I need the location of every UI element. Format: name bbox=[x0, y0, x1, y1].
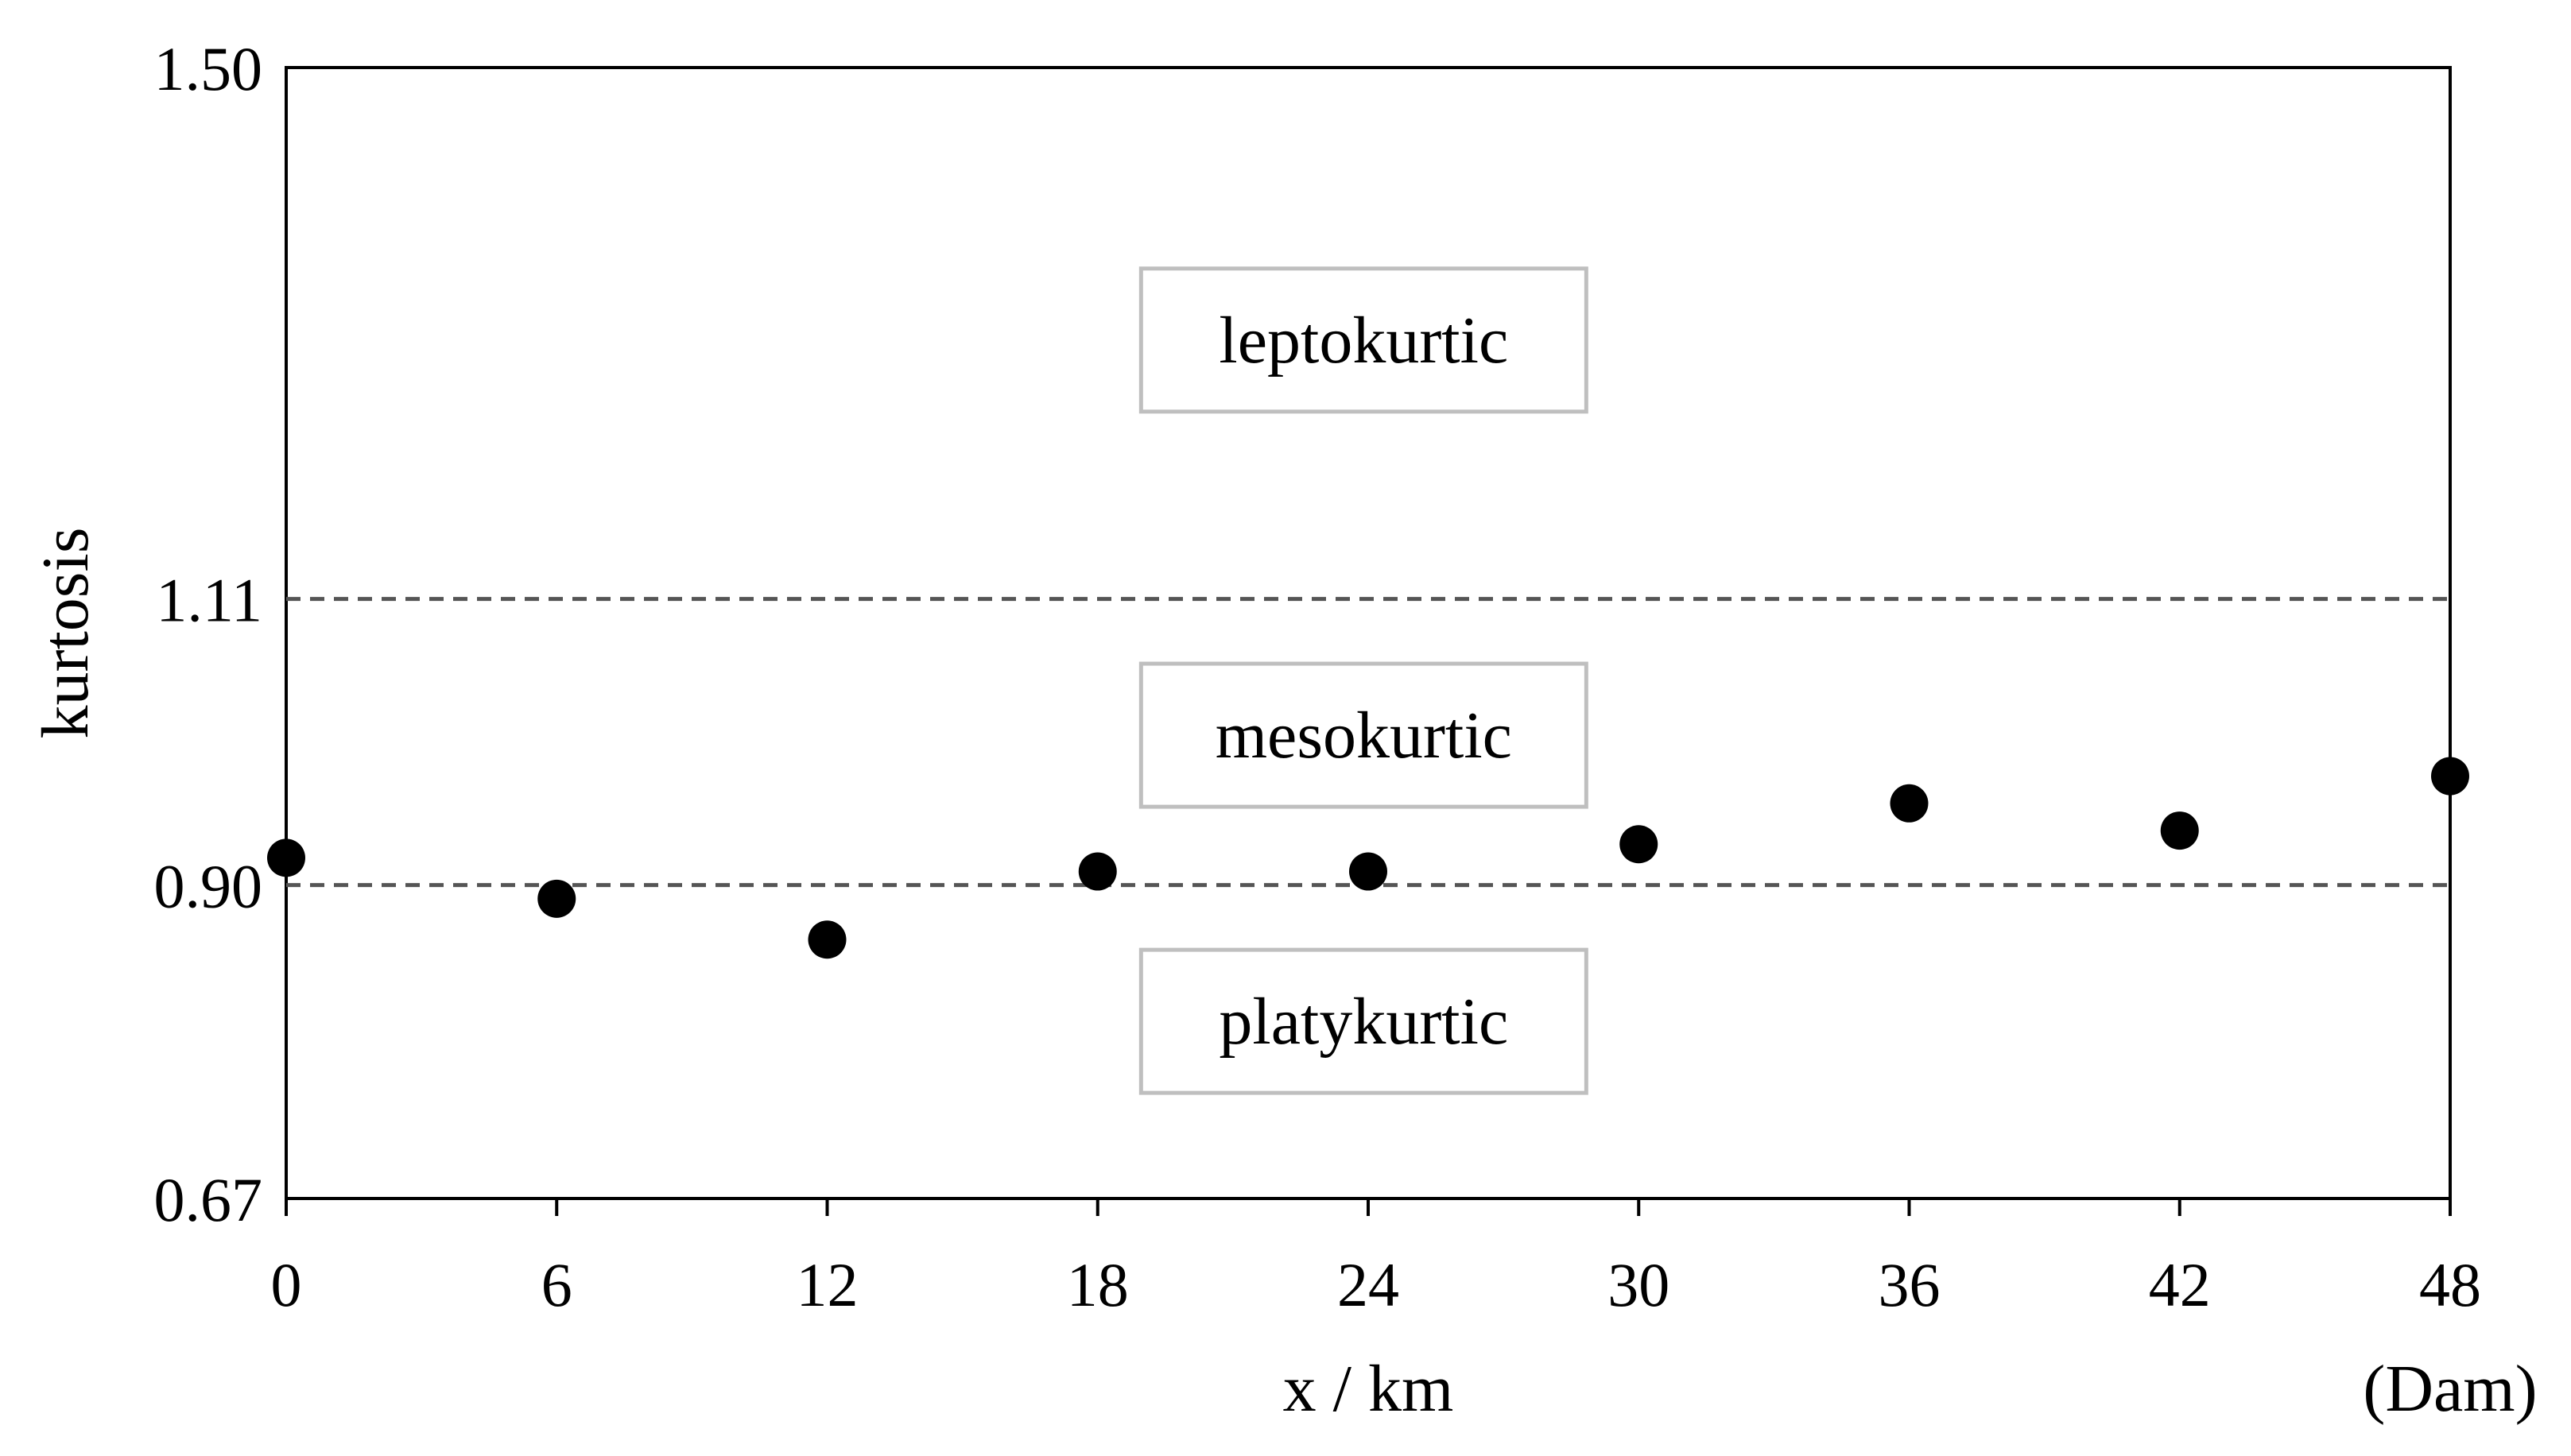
y-tick-label: 0.90 bbox=[154, 852, 263, 921]
x-axis-ticks: 0 6 12 18 24 30 36 42 48 bbox=[271, 1198, 2481, 1319]
y-tick-label: 0.67 bbox=[154, 1165, 263, 1234]
y-tick-label: 1.11 bbox=[156, 566, 262, 635]
region-box-border bbox=[1138, 947, 1588, 1095]
data-point bbox=[1078, 852, 1117, 891]
y-axis-title: kurtosis bbox=[29, 527, 103, 738]
x-tick-label: 48 bbox=[2419, 1250, 2481, 1319]
region-label: leptokurtic bbox=[1219, 304, 1508, 378]
region-label: platykurtic bbox=[1219, 985, 1508, 1059]
region-box-border bbox=[1138, 661, 1588, 809]
data-point bbox=[1619, 825, 1658, 864]
data-point bbox=[2160, 811, 2199, 850]
y-tick-label: 1.50 bbox=[154, 34, 263, 103]
data-point bbox=[808, 920, 847, 959]
data-points bbox=[267, 757, 2469, 959]
x-tick-label: 0 bbox=[271, 1250, 302, 1319]
region-box: mesokurtic bbox=[1138, 661, 1588, 809]
region-box-border bbox=[1138, 266, 1588, 414]
data-point bbox=[1349, 852, 1387, 891]
region-box: leptokurtic bbox=[1138, 266, 1588, 414]
x-tick-label: 24 bbox=[1337, 1250, 1399, 1319]
y-axis-ticks: 0.67 0.90 1.11 1.50 bbox=[154, 34, 263, 1234]
region-box: platykurtic bbox=[1138, 947, 1588, 1095]
data-point bbox=[1890, 784, 1929, 823]
x-axis-title: x / km bbox=[1283, 1352, 1454, 1426]
data-point bbox=[537, 879, 576, 918]
region-labels: leptokurtic mesokurtic platykurtic bbox=[1138, 266, 1588, 1095]
x-tick-label: 12 bbox=[797, 1250, 859, 1319]
x-tick-label: 36 bbox=[1879, 1250, 1941, 1319]
x-tick-label: 30 bbox=[1607, 1250, 1669, 1319]
region-label: mesokurtic bbox=[1216, 699, 1512, 773]
x-tick-label: 6 bbox=[541, 1250, 572, 1319]
data-point bbox=[267, 838, 305, 877]
x-tick-label: 18 bbox=[1067, 1250, 1129, 1319]
data-point bbox=[2431, 757, 2469, 796]
x-axis-note: (Dam) bbox=[2363, 1352, 2537, 1426]
x-tick-label: 42 bbox=[2149, 1250, 2211, 1319]
